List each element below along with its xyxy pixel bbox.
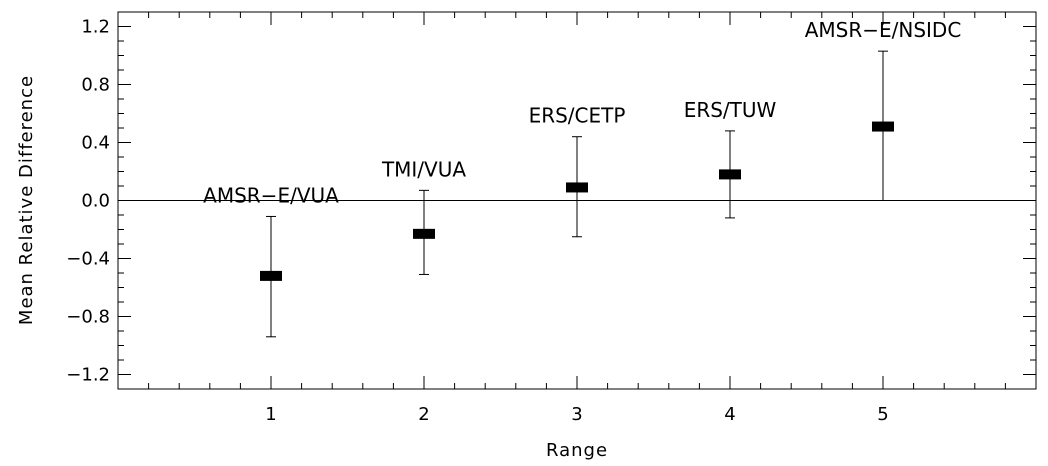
point-label: ERS/TUW (684, 98, 777, 122)
y-tick-label: −0.8 (66, 307, 110, 328)
x-tick-label: 5 (877, 404, 888, 425)
point-label: ERS/CETP (529, 104, 626, 128)
point-label: TMI/VUA (381, 157, 466, 181)
mean-marker (260, 270, 282, 281)
x-tick-label: 4 (724, 404, 735, 425)
mean-marker (566, 182, 588, 193)
y-tick-label: 0.8 (81, 75, 110, 96)
y-tick-label: 0.4 (81, 133, 110, 154)
y-tick-labels: 1.2 0.8 0.4 0.0 −0.4 −0.8 −1.2 (66, 17, 110, 386)
mean-marker (413, 228, 435, 239)
y-tick-label: −1.2 (66, 365, 110, 386)
y-tick-label: 0.0 (81, 191, 110, 212)
y-tick-label: −0.4 (66, 249, 110, 270)
x-tick-label: 2 (418, 404, 429, 425)
point-label: AMSR−E/VUA (203, 183, 339, 207)
point-label: AMSR−E/NSIDC (805, 18, 962, 42)
y-tick-label: 1.2 (81, 17, 110, 38)
mean-marker (719, 169, 741, 180)
mean-marker (872, 121, 894, 132)
y-axis-label: Mean Relative Difference (16, 75, 37, 325)
x-tick-labels: 1 2 3 4 5 (265, 404, 888, 425)
x-tick-label: 3 (571, 404, 582, 425)
x-axis-label: Range (546, 440, 608, 461)
x-tick-label: 1 (265, 404, 276, 425)
data-points: AMSR−E/VUA TMI/VUA ERS/CETP ERS/TUW AMSR−E/N… (203, 18, 962, 338)
axis-ticks (118, 12, 1036, 389)
